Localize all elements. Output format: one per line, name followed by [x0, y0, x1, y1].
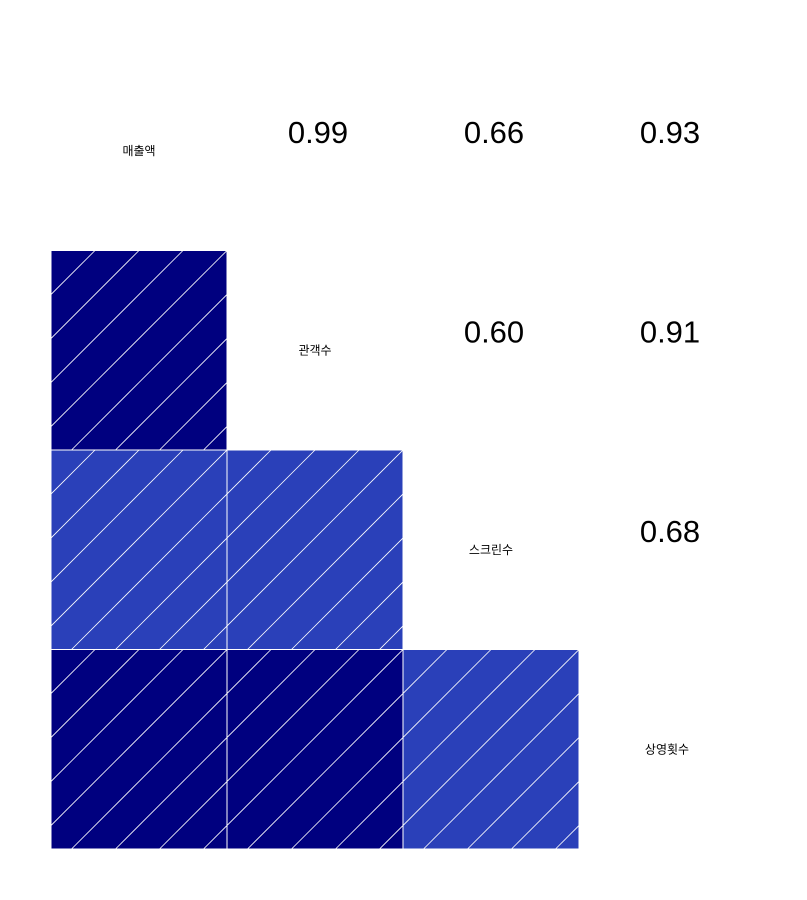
hatch-line: [159, 581, 227, 650]
hatch-line: [423, 692, 579, 849]
corr-value-0-3: 0.93: [640, 115, 700, 150]
cell-fill-3-2: [402, 649, 580, 850]
hatch-line: [159, 381, 227, 450]
cell-hatch-3-0: [51, 649, 227, 849]
hatch-line: [51, 649, 52, 651]
cell-hatch-1-0: [51, 250, 624, 451]
hatch-line: [600, 450, 800, 650]
hatch-line: [467, 736, 579, 849]
hatch-line: [227, 450, 316, 539]
hatch-line: [227, 450, 272, 495]
hatch-line: [115, 736, 227, 849]
hatch-line: [227, 649, 403, 827]
hatch-line: [291, 537, 403, 650]
cell-hatch-3-1: [227, 649, 800, 850]
hatch-line: [51, 450, 96, 495]
hatch-line: [403, 649, 492, 739]
hatch-line: [424, 450, 624, 650]
hatch-line: [335, 780, 403, 849]
hatch-line: [51, 250, 184, 384]
cell-hatch-2-1: [227, 450, 800, 650]
hatch-line: [291, 736, 403, 849]
cell-fill-2-0: [50, 449, 228, 650]
hatch-line: [227, 450, 403, 627]
hatch-line: [51, 250, 227, 428]
cell-1-0: [50, 250, 624, 451]
hatch-line: [227, 649, 316, 739]
corr-value-0-2: 0.66: [464, 115, 524, 150]
hatch-line: [556, 450, 756, 650]
hatch-line: [51, 450, 227, 627]
cell-2-1: [226, 449, 800, 650]
hatch-line: [71, 692, 227, 849]
hatch-line: [511, 780, 579, 849]
hatch-line: [51, 649, 140, 739]
hatch-line: [115, 337, 227, 450]
hatch-line: [51, 649, 96, 695]
diagonal-label-1: 관객수: [298, 343, 331, 357]
hatch-line: [51, 450, 184, 583]
hatch-line: [512, 450, 712, 650]
corr-value-2-3: 0.68: [640, 514, 700, 549]
hatch-line: [71, 293, 227, 450]
upper-panel-values: 0.99 0.66 0.93 0.60 0.91 0.68: [288, 115, 700, 549]
cell-fill-3-0: [50, 649, 228, 850]
hatch-line: [380, 251, 580, 451]
hatch-line: [248, 251, 448, 451]
cell-3-1: [226, 649, 800, 850]
cell-fill-1-0: [50, 250, 228, 451]
hatch-line: [51, 250, 140, 340]
hatch-line: [336, 251, 536, 451]
corr-value-1-3: 0.91: [640, 315, 700, 350]
hatch-line: [403, 649, 448, 695]
hatch-line: [51, 250, 96, 296]
diagonal-label-3: 상영횟수: [645, 742, 689, 756]
hatch-line: [227, 649, 360, 783]
hatch-line: [776, 650, 807, 850]
cell-fill-3-1: [226, 649, 404, 850]
hatch-line: [51, 250, 52, 252]
cell-hatch-2-0: [51, 450, 624, 650]
hatch-line: [424, 450, 624, 650]
hatch-line: [688, 650, 807, 850]
hatch-line: [227, 450, 360, 583]
hatch-line: [51, 450, 52, 451]
lower-panel-cells: [50, 250, 807, 850]
cell-fill-2-1: [226, 449, 404, 650]
hatch-line: [51, 649, 227, 827]
hatch-line: [335, 581, 403, 650]
hatch-line: [247, 692, 403, 849]
hatch-line: [51, 450, 140, 539]
corr-value-0-1: 0.99: [288, 115, 348, 150]
diagonal-label-0: 매출액: [122, 144, 155, 158]
hatch-line: [600, 650, 800, 850]
cell-hatch-3-2: [403, 649, 807, 850]
hatch-line: [403, 649, 579, 827]
hatch-line: [159, 780, 227, 849]
cell-3-2: [402, 649, 807, 850]
hatch-line: [403, 649, 536, 783]
hatch-line: [424, 251, 624, 451]
hatch-line: [732, 650, 807, 850]
cell-3-0: [50, 649, 228, 850]
hatch-line: [600, 650, 800, 850]
hatch-line: [71, 493, 227, 650]
hatch-line: [115, 537, 227, 650]
hatch-line: [51, 649, 184, 783]
hatch-line: [247, 493, 403, 650]
hatch-line: [227, 649, 272, 695]
diagonal-label-2: 스크린수: [469, 543, 513, 557]
corr-value-1-2: 0.60: [464, 315, 524, 350]
